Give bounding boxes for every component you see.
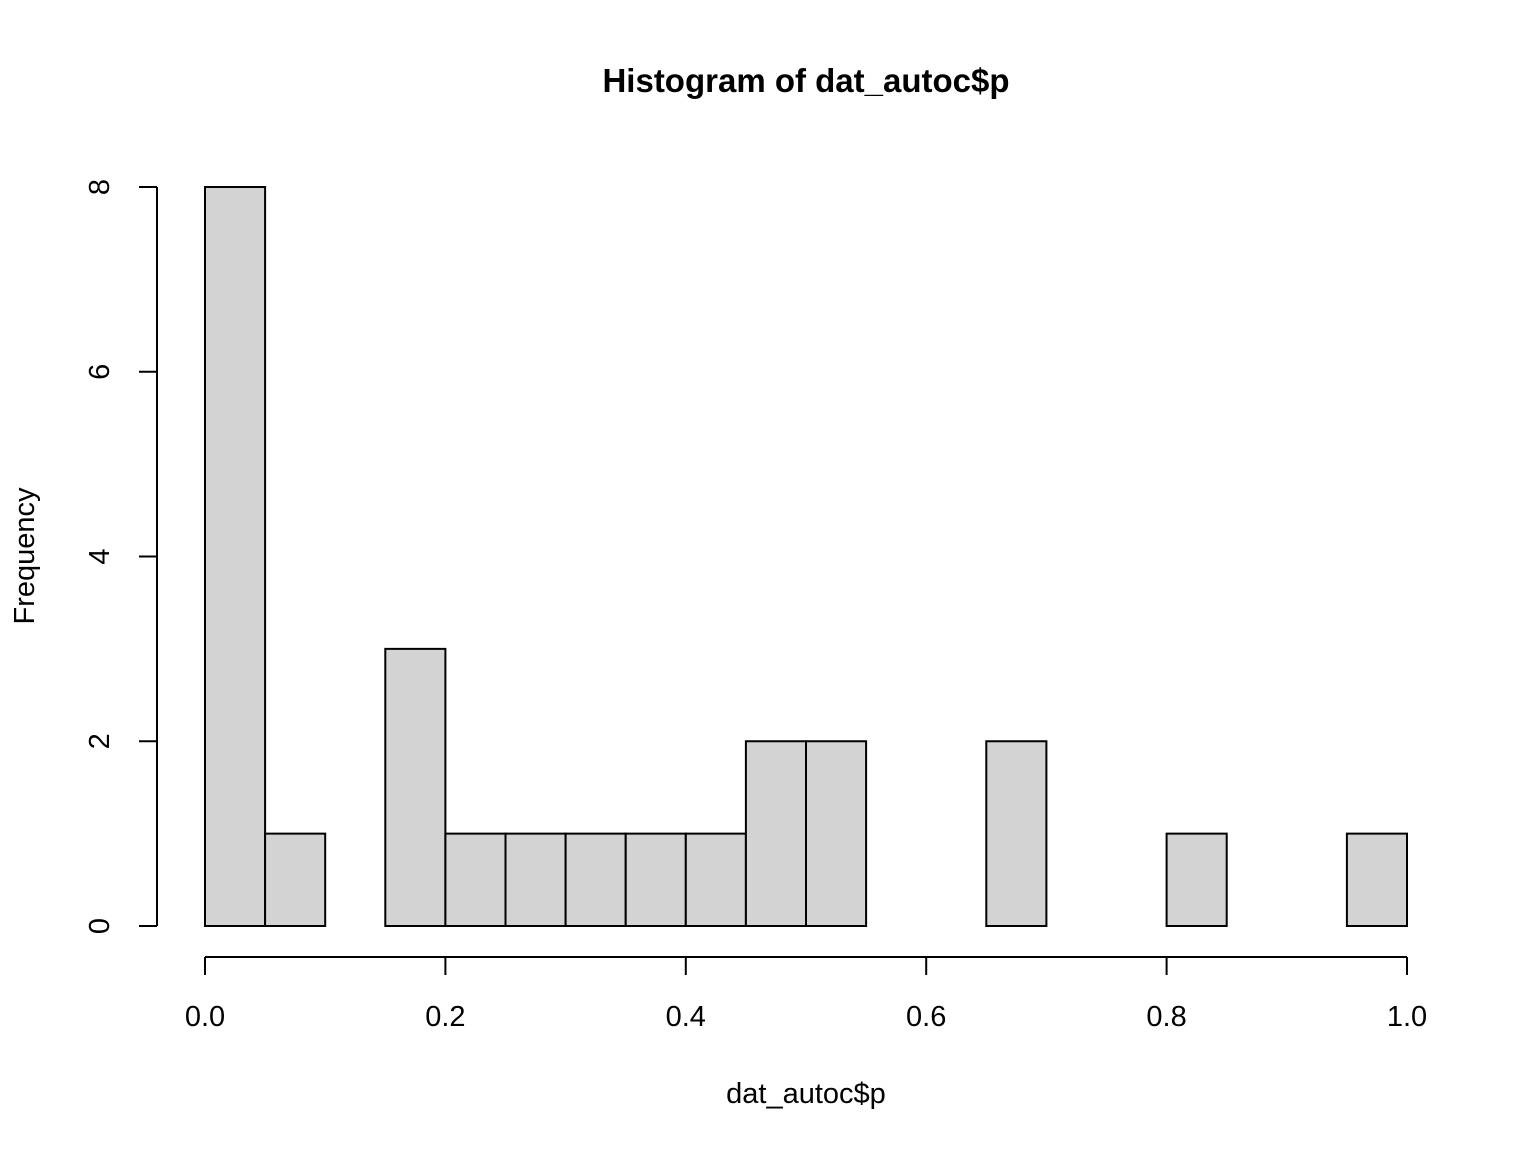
x-tick-label: 1.0 xyxy=(1387,1001,1427,1033)
histogram-bar-8 xyxy=(684,832,747,927)
y-tick-label: 2 xyxy=(84,733,116,749)
histogram-bar-5 xyxy=(504,832,567,927)
histogram-bar-1 xyxy=(264,832,327,927)
y-tick-label: 0 xyxy=(84,918,116,934)
x-tick-label: 0.8 xyxy=(1146,1001,1186,1033)
x-tick-label: 0.0 xyxy=(185,1001,225,1033)
histogram-bar-9 xyxy=(744,740,808,927)
x-tick-label: 0.2 xyxy=(425,1001,465,1033)
chart-title: Histogram of dat_autoc$p xyxy=(602,62,1009,99)
y-tick-label: 8 xyxy=(84,179,116,195)
histogram-bar-3 xyxy=(384,647,447,927)
histogram-bar-4 xyxy=(444,832,507,927)
histogram-bar-7 xyxy=(624,832,687,927)
y-axis: 0 2 4 6 8 xyxy=(84,179,158,934)
y-tick-label: 6 xyxy=(84,364,116,380)
histogram-bar-0 xyxy=(204,186,267,927)
histogram-bars xyxy=(204,186,1409,927)
x-tick-label: 0.6 xyxy=(906,1001,946,1033)
x-axis-label: dat_autoc$p xyxy=(726,1078,886,1110)
histogram-bar-10 xyxy=(805,740,868,927)
y-axis-label: Frequency xyxy=(9,487,41,625)
x-axis: 0.0 0.2 0.4 0.6 0.8 1.0 xyxy=(185,956,1427,1033)
histogram-bar-19 xyxy=(1345,832,1409,927)
x-tick-label: 0.4 xyxy=(666,1001,706,1033)
y-tick-label: 4 xyxy=(84,548,116,564)
histogram-bar-13 xyxy=(985,740,1048,927)
histogram-bar-16 xyxy=(1165,832,1228,927)
histogram-bar-6 xyxy=(564,832,627,927)
